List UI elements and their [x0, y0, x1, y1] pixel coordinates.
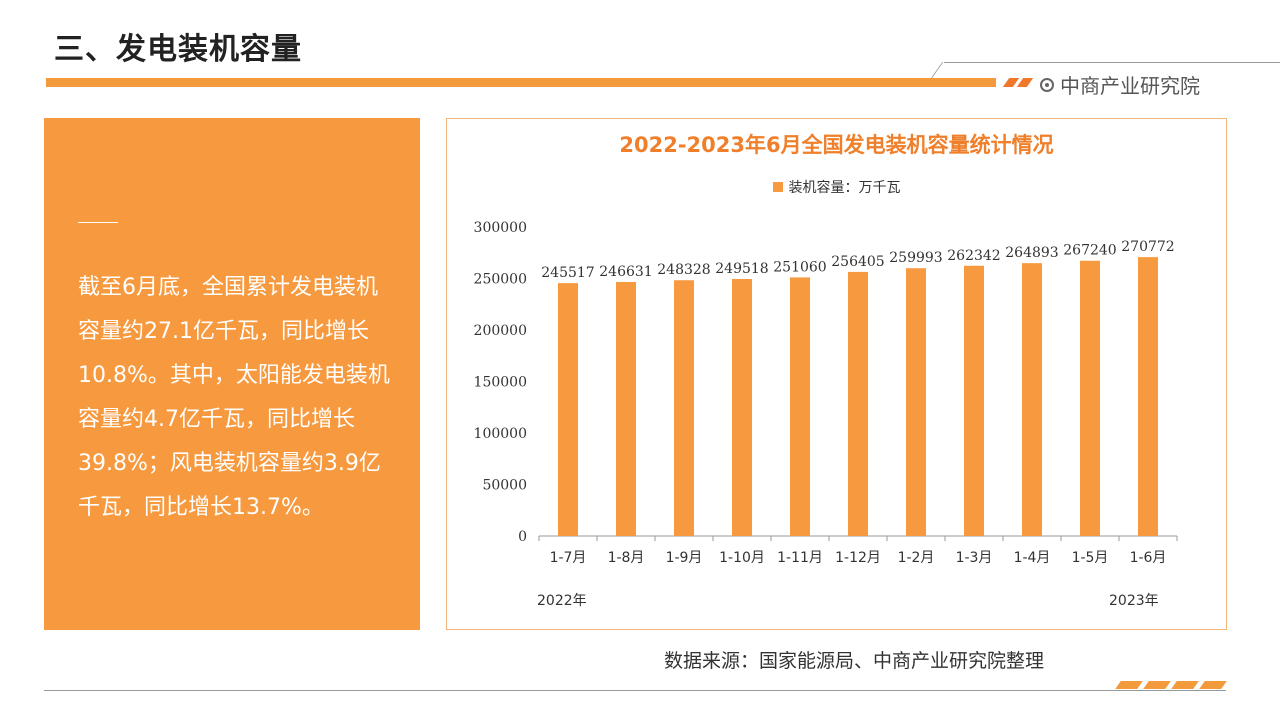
x-tick-label: 1-10月 [719, 550, 765, 566]
brand-name: 中商产业研究院 [1060, 74, 1200, 98]
footer-stripe [1115, 681, 1143, 689]
bar [674, 280, 694, 536]
x-tick-label: 1-2月 [898, 550, 935, 566]
x-tick-label: 1-7月 [550, 550, 587, 566]
data-label: 259993 [889, 250, 942, 266]
y-tick-label: 50000 [482, 478, 527, 494]
bar [906, 268, 926, 536]
bar [1138, 257, 1158, 536]
legend-swatch [772, 182, 783, 192]
y-tick-label: 250000 [474, 272, 527, 288]
bar-chart: 0 50000 100000 150000 200000 250000 300000 2455… [474, 220, 1178, 566]
bar [732, 278, 752, 536]
footer-stripe [1199, 681, 1227, 689]
x-tick-label: 1-4月 [1014, 550, 1051, 566]
title-stripe [1016, 78, 1034, 87]
bar [790, 277, 810, 536]
x-tick-label: 1-11月 [777, 550, 823, 566]
year-label-2022: 2022年 [537, 593, 587, 609]
x-tick-label: 1-8月 [608, 550, 645, 566]
data-label: 256405 [831, 254, 884, 270]
x-tick-label: 1-12月 [835, 550, 881, 566]
bar [848, 271, 868, 536]
title-divider-line [944, 62, 1280, 63]
data-label: 251060 [773, 259, 826, 275]
data-label: 270772 [1121, 239, 1174, 255]
data-label: 262342 [947, 248, 1000, 264]
x-tick-label: 1-6月 [1130, 550, 1167, 566]
brand-circle-icon [1040, 77, 1054, 92]
y-tick-label: 300000 [474, 220, 527, 236]
chart-container: 0 50000 100000 150000 200000 250000 300000 2455… [446, 118, 1227, 630]
summary-text: 截至6月底，全国累计发电装机容量约27.1亿千瓦，同比增长10.8%。其中，太阳… [78, 275, 390, 520]
bar [964, 265, 984, 536]
footer-stripe [1171, 681, 1199, 689]
data-label: 248328 [657, 262, 710, 278]
footer-line [44, 690, 1226, 691]
page-title: 三、发电装机容量 [54, 32, 302, 67]
title-accent-bar [46, 78, 996, 87]
y-tick-label: 0 [518, 529, 527, 545]
footer-stripe [1143, 681, 1171, 689]
data-label: 264893 [1005, 245, 1058, 261]
y-tick-label: 200000 [474, 323, 527, 339]
data-source: 数据来源：国家能源局、中商产业研究院整理 [664, 650, 1045, 672]
bar [616, 281, 636, 536]
data-label: 249518 [715, 261, 768, 277]
x-tick-label: 1-9月 [666, 550, 703, 566]
y-tick-label: 100000 [474, 426, 527, 442]
panel-rule [78, 222, 118, 223]
chart-title: 2022-2023年6月全国发电装机容量统计情况 [619, 133, 1054, 157]
y-tick-label: 150000 [474, 375, 527, 391]
data-label: 267240 [1063, 243, 1116, 259]
x-tick-label: 1-3月 [956, 550, 993, 566]
bar [1080, 260, 1100, 536]
bar [1022, 263, 1042, 536]
x-tick-label: 1-5月 [1072, 550, 1109, 566]
brand-logo: 中商产业研究院 [1040, 70, 1200, 99]
chart-legend: 装机容量：万千瓦 [447, 177, 1226, 197]
data-label: 245517 [541, 265, 594, 281]
data-label: 246631 [599, 264, 652, 280]
bar [558, 283, 578, 536]
summary-panel: 截至6月底，全国累计发电装机容量约27.1亿千瓦，同比增长10.8%。其中，太阳… [44, 118, 420, 630]
legend-label: 装机容量：万千瓦 [788, 180, 901, 196]
year-label-2023: 2023年 [1109, 593, 1159, 609]
